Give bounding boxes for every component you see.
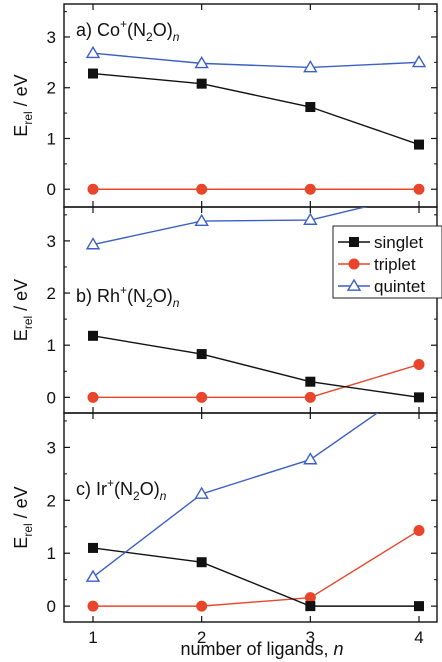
point-triplet xyxy=(196,183,208,195)
y-tick-label: 3 xyxy=(47,232,56,251)
y-axis-label: Erel / eV xyxy=(11,74,35,136)
series-line-quintet xyxy=(92,52,420,69)
y-tick-label: 3 xyxy=(47,28,56,47)
point-quintet xyxy=(194,55,209,69)
panel-label: c) Ir+(N2O)n xyxy=(76,476,167,503)
series-line-triplet xyxy=(93,363,420,399)
point-quintet xyxy=(85,237,101,250)
y-tick-label: 1 xyxy=(47,544,56,563)
series-line-triplet xyxy=(93,529,420,607)
point-triplet xyxy=(304,183,316,195)
point-triplet xyxy=(304,391,316,403)
legend-label: triplet xyxy=(374,255,416,274)
x-tick-label: 4 xyxy=(414,628,423,647)
legend-marker-circle xyxy=(348,258,360,270)
series-line-singlet xyxy=(92,72,420,146)
panel-3: 0 1 2 3 Erel / eV c) Ir+(N2O)n 1 2 3 4 xyxy=(11,412,438,647)
y-tick-label: 2 xyxy=(47,284,56,303)
y-tick-label: 2 xyxy=(47,79,56,98)
panel-1: 0 1 2 3 Erel / eV a) Co+(N2O)n xyxy=(11,3,438,208)
point-triplet xyxy=(304,592,316,604)
x-tick-label: 2 xyxy=(197,628,206,647)
point-triplet xyxy=(196,600,208,612)
point-quintet xyxy=(194,486,209,499)
legend-label: quintet xyxy=(374,277,425,296)
point-singlet xyxy=(305,601,316,612)
legend-marker-triangle xyxy=(346,278,362,291)
legend-item-singlet: singlet xyxy=(338,233,423,252)
point-quintet xyxy=(194,213,209,226)
x-tick-label: 3 xyxy=(306,628,315,647)
point-singlet xyxy=(88,330,98,341)
y-tick-label: 2 xyxy=(47,491,56,510)
legend-item-triplet: triplet xyxy=(338,255,416,274)
y-tick-label: 0 xyxy=(47,388,56,407)
legend: singlet triplet quintet xyxy=(332,225,442,299)
plot-frame xyxy=(63,412,438,623)
point-quintet xyxy=(303,452,318,465)
series-line-singlet xyxy=(92,335,420,399)
point-singlet xyxy=(196,78,207,89)
point-singlet xyxy=(414,601,424,612)
point-singlet xyxy=(196,557,207,568)
point-singlet xyxy=(305,102,316,113)
point-triplet xyxy=(413,183,425,195)
y-tick-label: 1 xyxy=(47,129,56,148)
y-axis-label: Erel / eV xyxy=(11,486,35,548)
point-triplet xyxy=(87,600,99,612)
legend-item-quintet: quintet xyxy=(338,277,425,296)
point-triplet xyxy=(196,391,208,403)
legend-marker-square xyxy=(349,237,359,247)
series-line-quintet xyxy=(92,207,368,246)
point-triplet xyxy=(413,524,425,536)
point-singlet xyxy=(414,139,424,150)
point-triplet xyxy=(87,391,99,403)
point-quintet xyxy=(411,54,427,68)
y-axis-label: Erel / eV xyxy=(11,279,35,341)
panel-label: a) Co+(N2O)n xyxy=(76,17,180,44)
point-singlet xyxy=(305,376,316,387)
point-quintet xyxy=(85,45,101,59)
y-tick-label: 1 xyxy=(47,336,56,355)
point-quintet xyxy=(303,212,318,225)
y-tick-label: 3 xyxy=(47,438,56,457)
legend-label: singlet xyxy=(374,233,423,252)
point-singlet xyxy=(414,392,424,403)
point-triplet xyxy=(87,183,99,195)
point-quintet xyxy=(303,60,318,73)
x-tick-label: 1 xyxy=(88,628,97,647)
point-singlet xyxy=(88,542,98,553)
panels: 0 1 2 3 Erel / eV a) Co+(N2O)n 0 1 2 3 Erel / eV b)… xyxy=(11,3,438,647)
point-singlet xyxy=(196,349,207,360)
y-tick-label: 0 xyxy=(47,180,56,199)
point-triplet xyxy=(413,358,425,370)
point-singlet xyxy=(88,68,98,79)
panel-label: b) Rh+(N2O)n xyxy=(76,283,180,310)
series-line-quintet xyxy=(92,413,379,578)
y-tick-label: 0 xyxy=(47,597,56,616)
x-axis-label: number of ligands, n xyxy=(180,639,343,659)
point-quintet xyxy=(85,569,101,582)
series-line-singlet xyxy=(92,547,419,607)
